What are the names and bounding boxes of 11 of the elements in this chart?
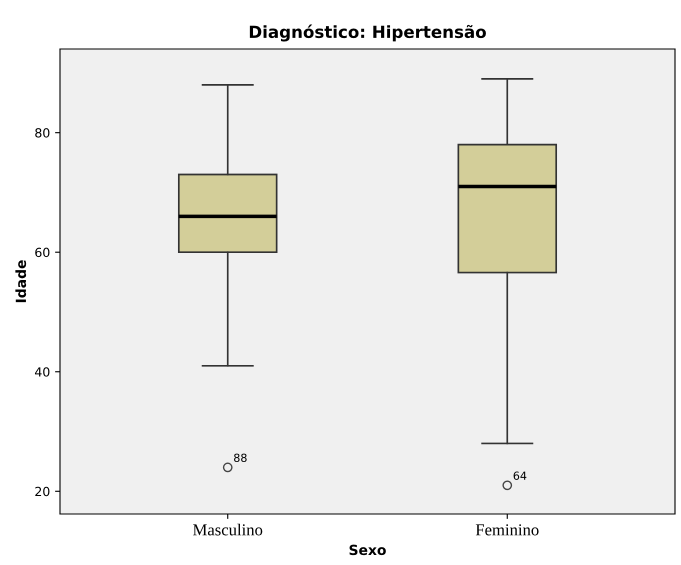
annotation: 88 <box>234 454 247 462</box>
y-tick-label: 80 <box>35 128 50 138</box>
x-tick-label: Masculino <box>193 524 262 536</box>
x-axis-title: Sexo <box>350 544 386 556</box>
y-tick-label: 40 <box>34 367 50 377</box>
annotation: 64 <box>514 472 526 480</box>
y-axis-title: Idade <box>15 260 26 302</box>
x-tick-label: Feminino <box>476 524 539 536</box>
y-tick-label: 20 <box>35 486 50 496</box>
y-tick-label: 60 <box>35 248 50 258</box>
chart-title: Diagnóstico: Hipertensão <box>250 24 486 42</box>
